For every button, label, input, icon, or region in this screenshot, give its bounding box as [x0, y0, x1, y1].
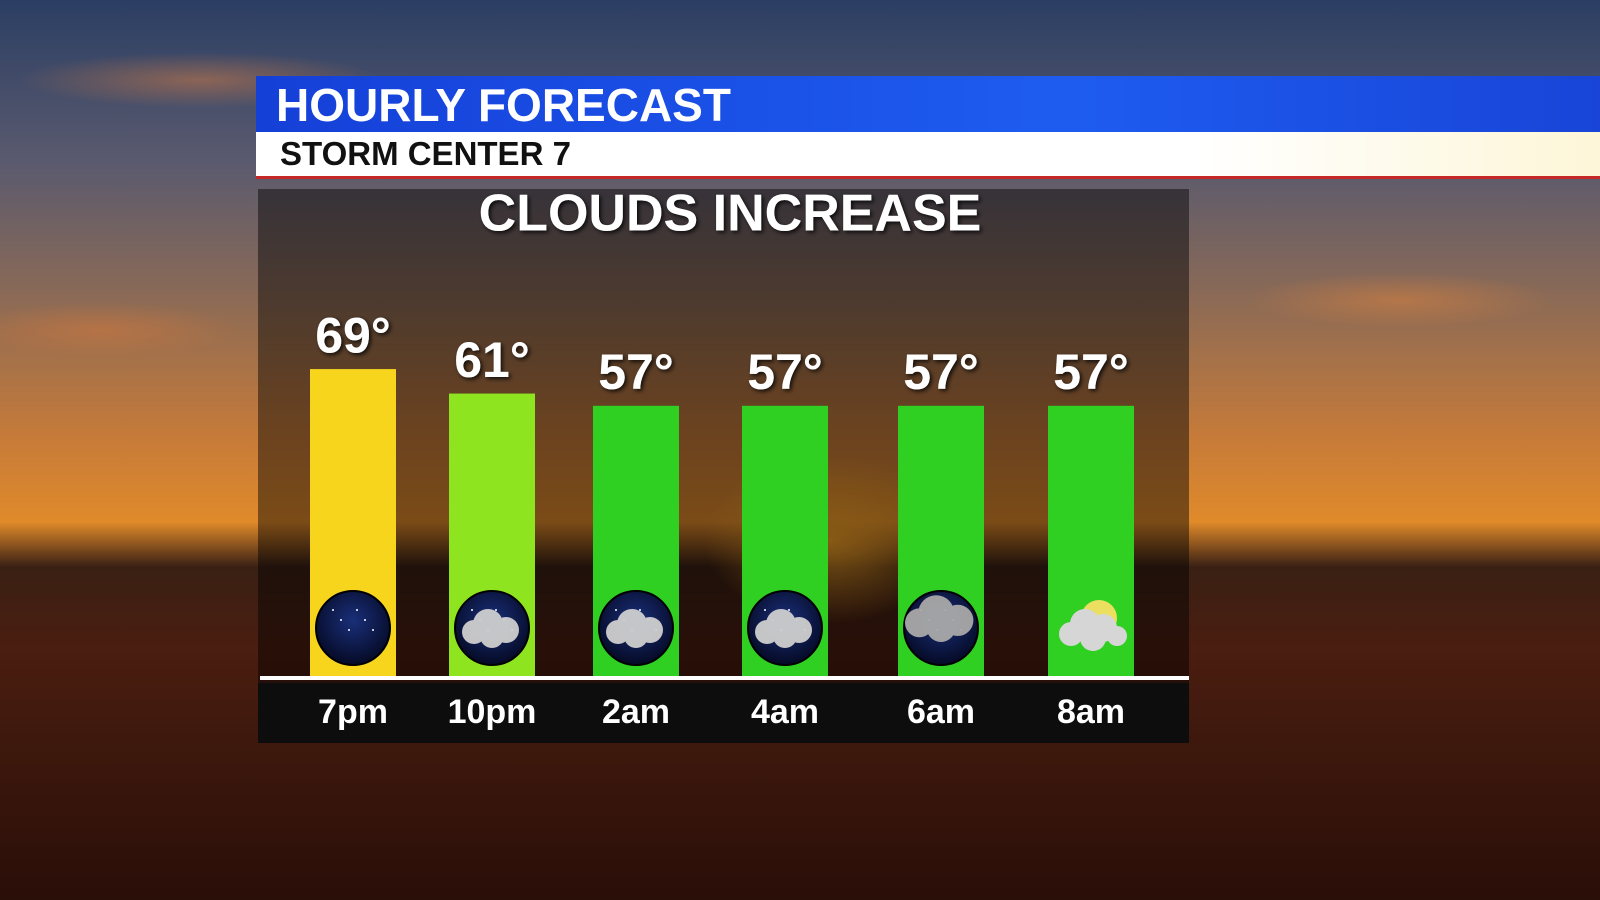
star — [332, 609, 334, 611]
x-tick-label: 4am — [751, 693, 819, 731]
cloud-puff — [926, 613, 956, 642]
star — [764, 609, 766, 611]
cloud — [1059, 609, 1127, 651]
cloud — [755, 609, 812, 648]
star — [340, 619, 342, 621]
value-label: 61° — [454, 332, 530, 388]
x-tick-label: 6am — [907, 693, 975, 731]
cloud-puff — [773, 624, 797, 648]
header-title: HOURLY FORECAST — [276, 79, 731, 131]
star — [639, 609, 641, 611]
value-label: 57° — [1053, 344, 1129, 400]
subheader-bar — [256, 132, 1600, 179]
label-strip — [258, 683, 1189, 743]
value-label: 57° — [903, 344, 979, 400]
star — [348, 629, 350, 631]
cloud-puff — [624, 624, 648, 648]
star — [788, 609, 790, 611]
star — [372, 629, 374, 631]
star — [615, 609, 617, 611]
x-tick-label: 2am — [602, 693, 670, 731]
x-tick-label: 8am — [1057, 693, 1125, 731]
cloud-puff — [480, 624, 504, 648]
x-tick-label: 7pm — [318, 693, 388, 731]
star — [356, 609, 358, 611]
star — [364, 619, 366, 621]
value-label: 69° — [315, 307, 391, 363]
value-label: 57° — [598, 344, 674, 400]
cloud — [606, 609, 663, 648]
weather-icon — [315, 590, 391, 666]
star — [471, 609, 473, 611]
x-tick-label: 10pm — [448, 693, 537, 731]
star — [495, 609, 497, 611]
cloud-puff — [1080, 625, 1106, 651]
cloud-puff — [1107, 626, 1127, 646]
chart-panel — [258, 189, 1189, 743]
value-label: 57° — [747, 344, 823, 400]
header-subtitle: STORM CENTER 7 — [280, 135, 571, 172]
cloud — [462, 609, 519, 648]
chart-title: CLOUDS INCREASE — [479, 185, 982, 243]
header-bar — [256, 76, 1600, 132]
cloud — [905, 595, 974, 642]
